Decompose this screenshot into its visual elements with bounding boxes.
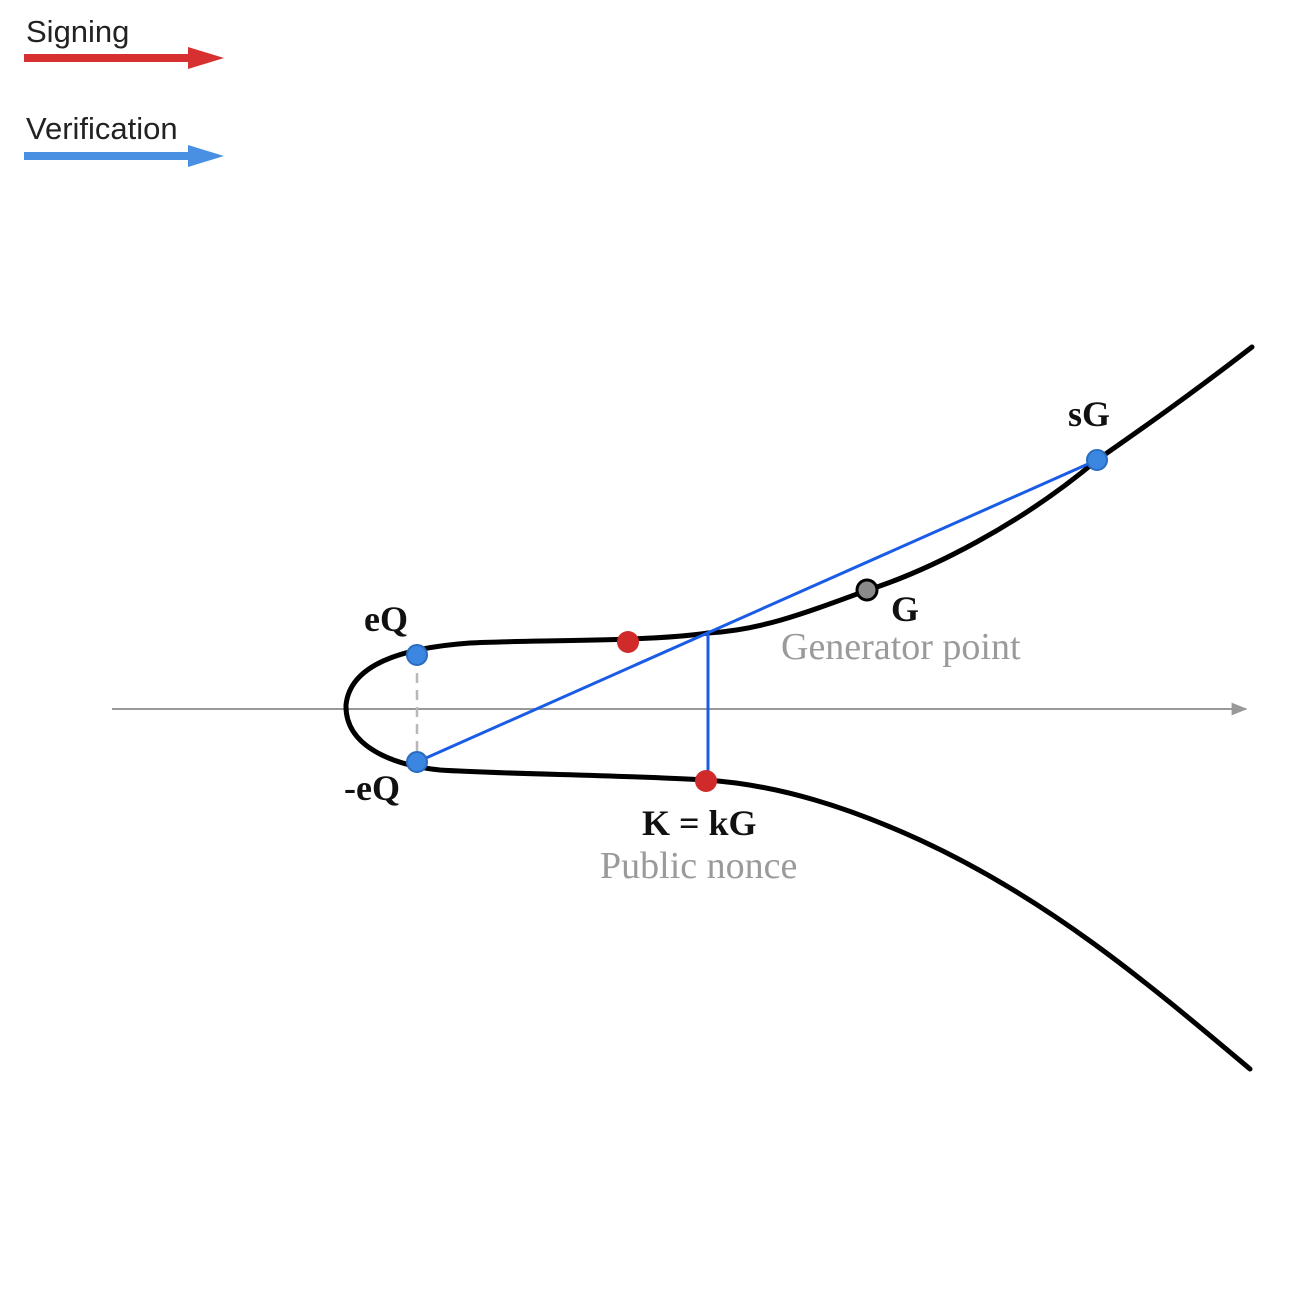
point-sg bbox=[1086, 449, 1108, 471]
legend-signing-label: Signing bbox=[26, 14, 129, 49]
point-intermediate-red bbox=[617, 631, 639, 653]
legend-verification-label: Verification bbox=[26, 111, 178, 146]
label-k: K = kG bbox=[642, 803, 757, 843]
point-k bbox=[695, 770, 717, 792]
elliptic-curve bbox=[343, 344, 1255, 1072]
label-neg-eq: -eQ bbox=[344, 768, 400, 808]
legend: Signing Verification bbox=[24, 14, 224, 167]
point-eq bbox=[406, 644, 428, 666]
label-sg: sG bbox=[1068, 394, 1110, 434]
point-neg-eq bbox=[406, 751, 428, 773]
label-generator-point: Generator point bbox=[781, 626, 1021, 668]
label-public-nonce: Public nonce bbox=[600, 845, 797, 887]
verification-line-neg-eq-to-sg bbox=[416, 458, 1098, 764]
legend-verification-arrow bbox=[24, 145, 224, 167]
label-eq: eQ bbox=[364, 599, 408, 639]
point-g bbox=[855, 578, 879, 602]
legend-signing-arrow bbox=[24, 47, 224, 69]
label-g: G bbox=[891, 589, 919, 629]
